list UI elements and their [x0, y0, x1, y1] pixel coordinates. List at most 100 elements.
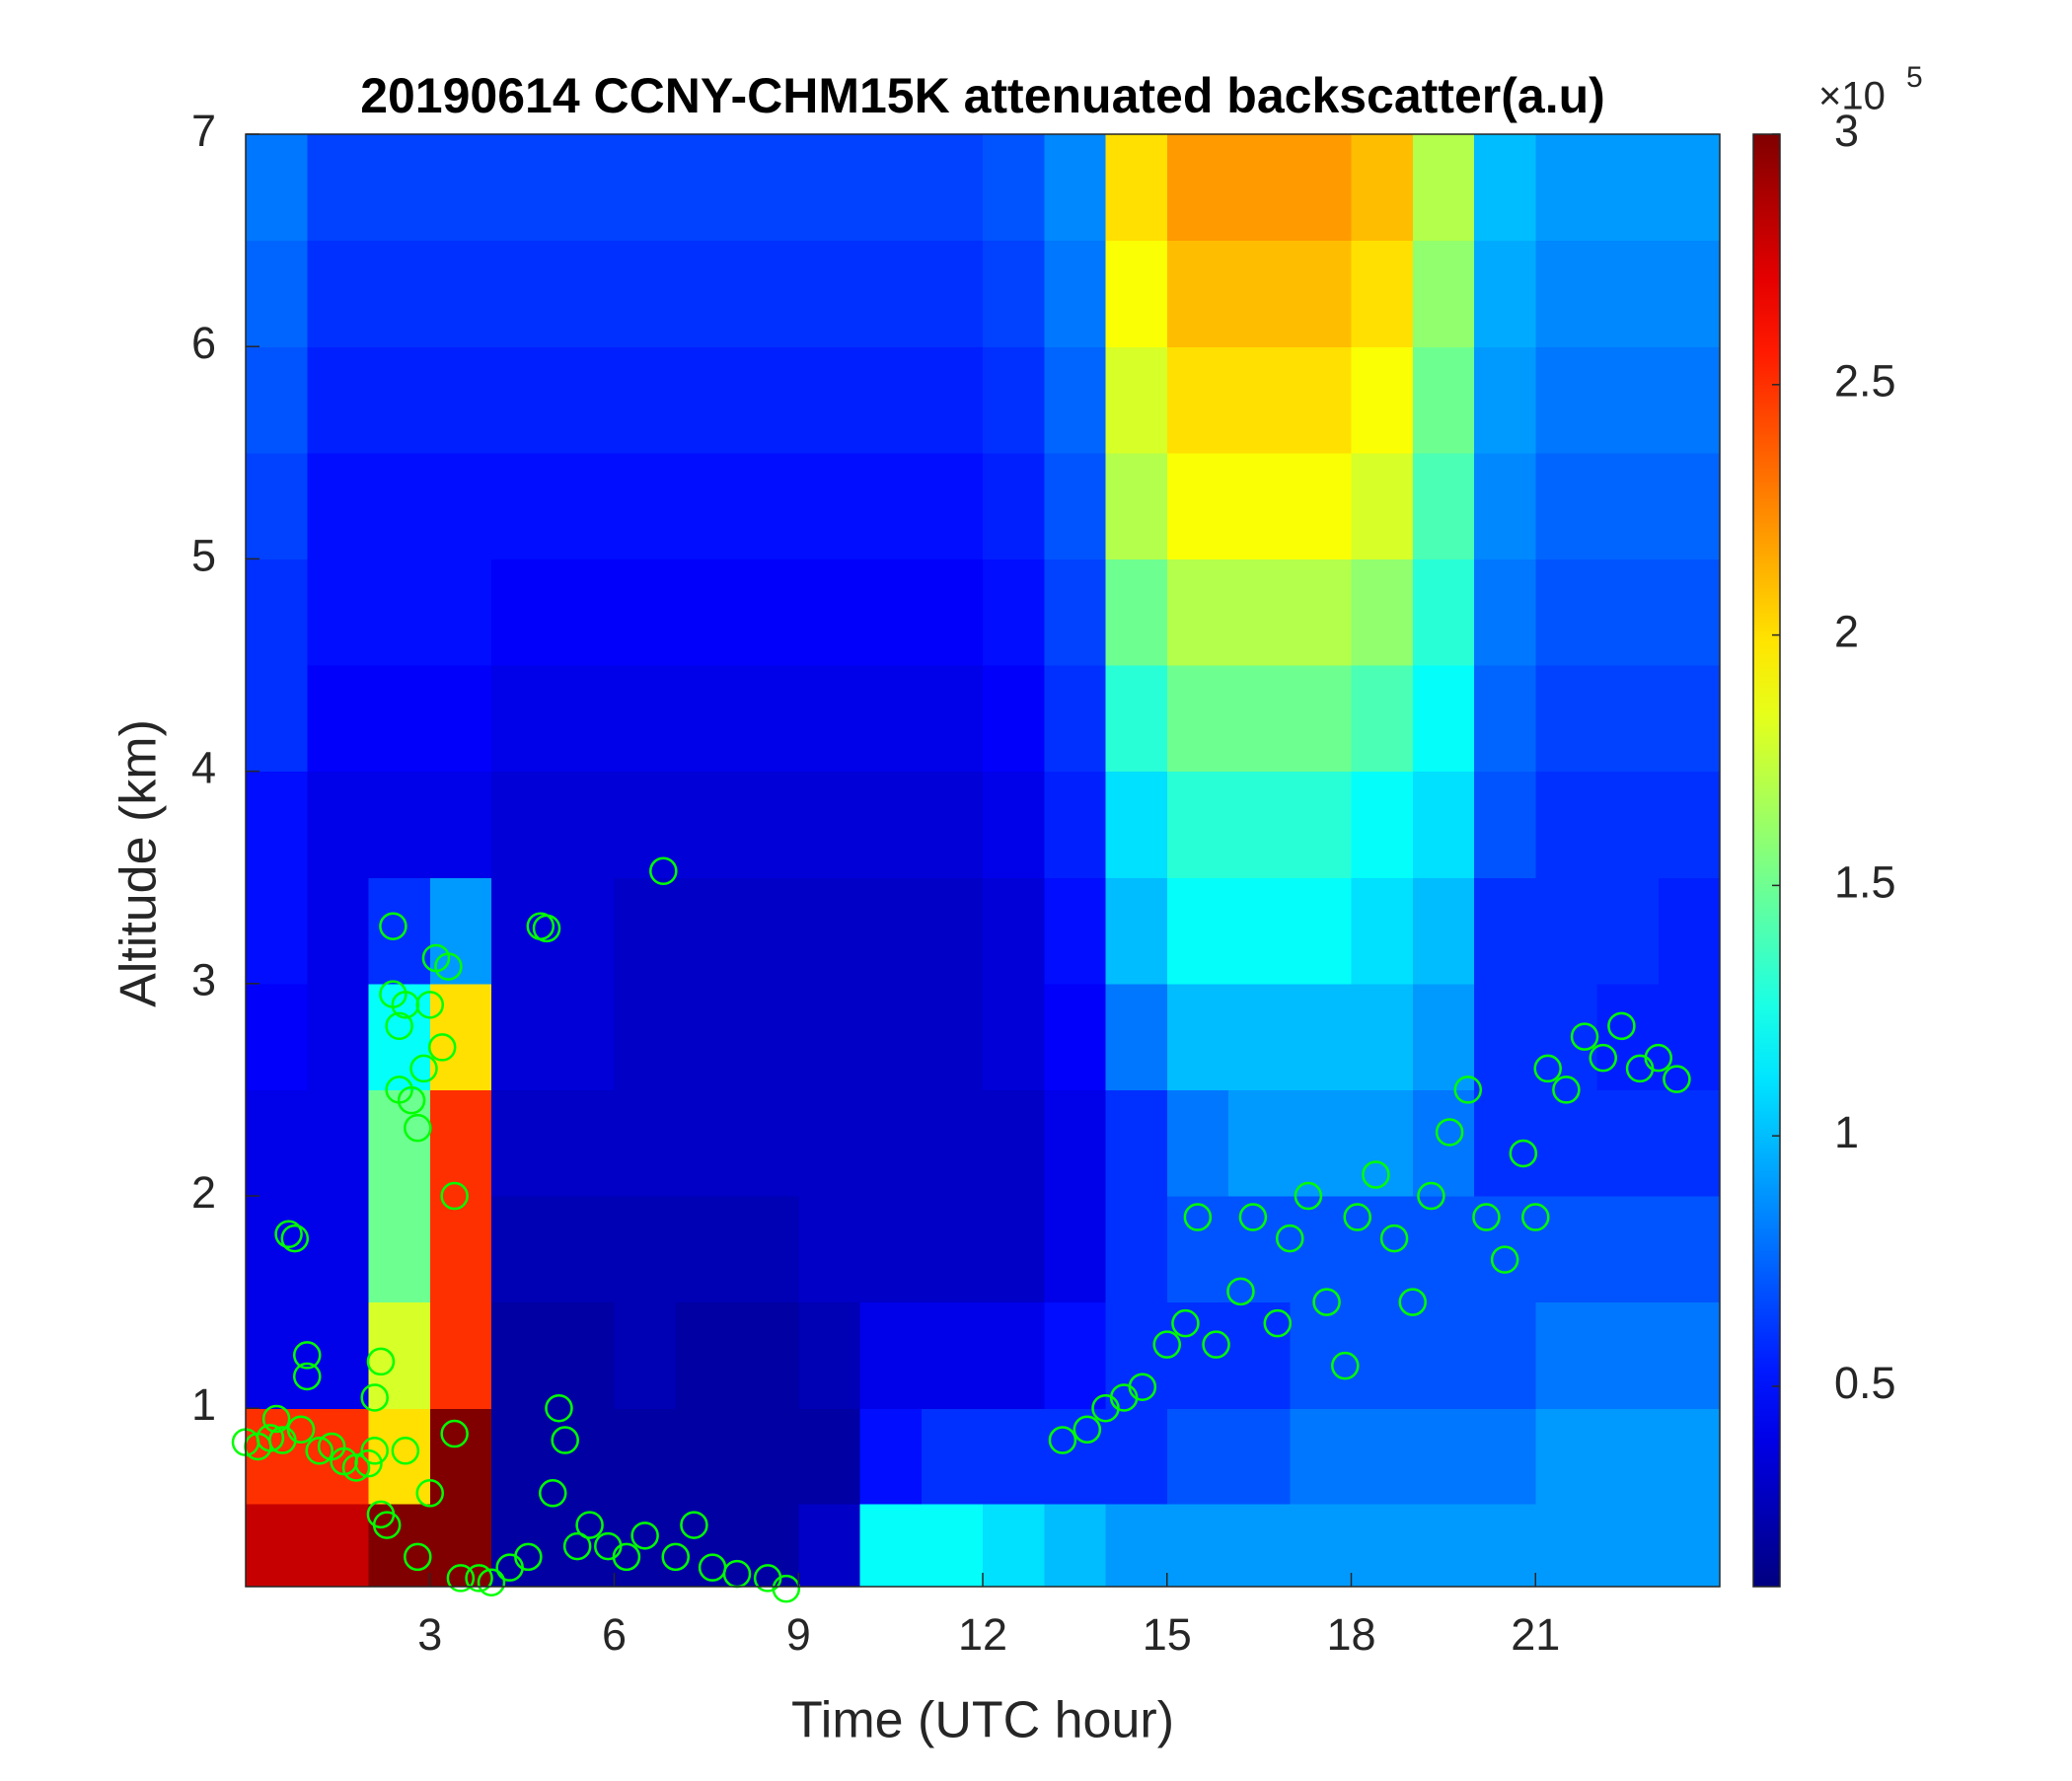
heatmap-cell — [491, 665, 554, 773]
x-tick-label: 9 — [786, 1609, 811, 1660]
y-tick-label: 6 — [191, 318, 216, 368]
heatmap-cell — [491, 877, 554, 985]
heatmap-cell — [491, 346, 554, 454]
pbl-point — [1644, 1043, 1672, 1073]
colorbar-tick-label: 0.5 — [1834, 1358, 1896, 1408]
heatmap-cell — [1535, 1196, 1598, 1303]
heatmap-cell — [491, 983, 554, 1091]
pbl-point — [379, 912, 407, 940]
heatmap-cell — [368, 877, 431, 985]
heatmap-cell — [1228, 346, 1291, 454]
heatmap-cell — [368, 1301, 431, 1409]
heatmap-cell — [1044, 983, 1107, 1091]
heatmap-cell — [921, 771, 984, 878]
heatmap-cell — [859, 1408, 923, 1505]
heatmap-cell — [798, 1504, 861, 1588]
heatmap-cell — [1535, 558, 1598, 666]
heatmap-cell — [983, 1408, 1045, 1505]
pbl-point — [440, 1419, 469, 1448]
colorbar-tick-label: 2 — [1834, 606, 1859, 656]
heatmap-cell — [1044, 771, 1107, 878]
heatmap-cell — [983, 665, 1045, 773]
heatmap-cell — [1351, 452, 1414, 560]
heatmap-cell — [1290, 1504, 1353, 1588]
heatmap-cell — [307, 240, 370, 347]
heatmap-cell — [368, 558, 431, 666]
heatmap-cell — [1412, 1196, 1475, 1303]
pbl-point — [1263, 1308, 1293, 1338]
heatmap-cell — [368, 1196, 431, 1303]
pbl-point — [1521, 1203, 1550, 1231]
pbl-point — [514, 1542, 543, 1572]
heatmap-cell — [1412, 983, 1475, 1091]
heatmap-cell — [614, 1089, 677, 1197]
pbl-point — [1552, 1076, 1581, 1104]
heatmap-cell — [1474, 452, 1536, 560]
pbl-point — [360, 1383, 389, 1412]
heatmap-cell — [859, 771, 923, 878]
heatmap-cell — [1596, 877, 1660, 985]
x-tick-label: 15 — [1143, 1609, 1192, 1660]
pbl-point — [1398, 1288, 1427, 1316]
heatmap-cell — [675, 877, 738, 985]
heatmap-cell — [246, 240, 308, 347]
heatmap-cell — [1105, 558, 1168, 666]
pbl-point — [1490, 1245, 1519, 1274]
heatmap-cell — [1596, 665, 1660, 773]
pbl-point — [1509, 1139, 1538, 1168]
heatmap-cell — [1290, 983, 1353, 1091]
heatmap-cell — [737, 134, 799, 242]
heatmap-cell — [1658, 983, 1721, 1091]
heatmap-cell — [1412, 1301, 1475, 1409]
heatmap-cell — [1596, 1504, 1660, 1588]
heatmap-cell — [1658, 1089, 1721, 1197]
heatmap-cell — [614, 240, 677, 347]
heatmap-cell — [983, 558, 1045, 666]
heatmap-cell — [1166, 665, 1229, 773]
heatmap-cell — [429, 1301, 492, 1409]
pbl-point — [1453, 1076, 1483, 1104]
heatmap-cell — [1351, 240, 1414, 347]
heatmap-cell — [1535, 346, 1598, 454]
heatmap-cell — [737, 452, 799, 560]
heatmap-cell — [246, 1408, 308, 1505]
heatmap-cell — [921, 346, 984, 454]
heatmap-cell — [1535, 1408, 1598, 1505]
heatmap-cell — [1166, 1504, 1229, 1588]
heatmap-cell — [429, 346, 492, 454]
heatmap-cell — [1658, 240, 1721, 347]
heatmap-cell — [983, 1504, 1045, 1588]
heatmap-cell — [921, 240, 984, 347]
pbl-point — [661, 1542, 690, 1572]
heatmap-cell — [368, 134, 431, 242]
heatmap-cell — [1044, 558, 1107, 666]
pbl-point — [385, 1011, 413, 1041]
heatmap-cell — [614, 983, 677, 1091]
heatmap-cell — [859, 346, 923, 454]
colorbar — [1752, 133, 1781, 1588]
heatmap-cell — [1228, 134, 1291, 242]
pbl-point — [305, 1437, 333, 1465]
heatmap-cell — [1351, 346, 1414, 454]
pbl-point — [1435, 1118, 1464, 1147]
y-tick-label: 3 — [191, 955, 216, 1005]
heatmap-cell — [614, 134, 677, 242]
heatmap-cell — [614, 1301, 677, 1409]
heatmap-cell — [1166, 771, 1229, 878]
heatmap-cell — [798, 452, 861, 560]
heatmap-cell — [1412, 346, 1475, 454]
pbl-point — [397, 1085, 426, 1115]
pbl-point — [354, 1448, 383, 1478]
heatmap-cell — [1166, 240, 1229, 347]
heatmap-cell — [1658, 452, 1721, 560]
heatmap-cell — [1290, 771, 1353, 878]
heatmap-cell — [1474, 346, 1536, 454]
pbl-point — [1226, 1277, 1255, 1306]
heatmap-cell — [1412, 1504, 1475, 1588]
heatmap-cell — [246, 1089, 308, 1197]
heatmap-cell — [1474, 983, 1536, 1091]
heatmap-cell — [491, 240, 554, 347]
pbl-point — [446, 1564, 476, 1593]
heatmap-cell — [675, 1089, 738, 1197]
heatmap-cell — [246, 983, 308, 1091]
